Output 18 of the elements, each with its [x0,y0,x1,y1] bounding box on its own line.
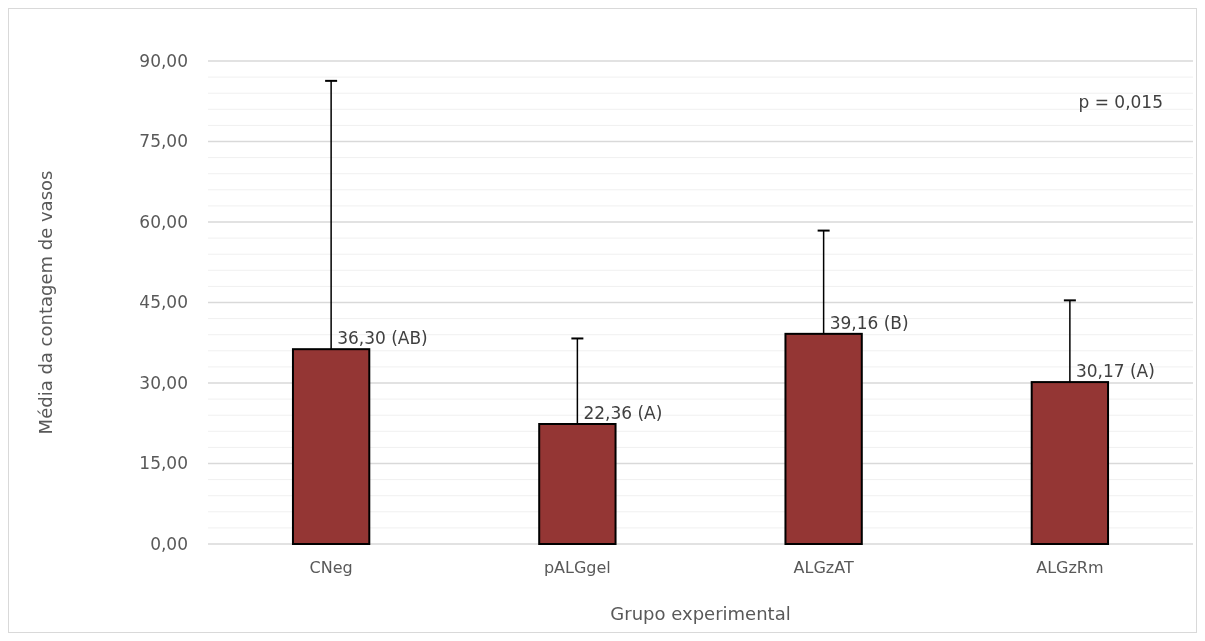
y-tick-label: 90,00 [139,50,188,71]
y-tick-label: 30,00 [139,372,188,393]
y-tick-label: 45,00 [139,292,188,313]
data-label: 22,36 (A) [583,403,663,423]
data-label: 36,30 (AB) [337,328,428,349]
y-tick-label: 0,00 [150,533,188,554]
y-tick-label: 75,00 [139,131,188,152]
data-label: 39,16 (B) [829,312,909,333]
annotation: p = 0,015 [1078,92,1163,112]
y-tick-label: 60,00 [139,211,188,232]
y-tick-label: 15,00 [139,453,188,474]
y-axis-title: Média da contagem de vasos [35,170,56,435]
x-tick-label: ALGzRm [1036,558,1104,577]
x-tick-label: pALGgel [543,558,611,577]
x-axis-title: Grupo experimental [610,603,791,624]
x-tick-label: ALGzAT [793,558,854,577]
data-label: 30,17 (A) [1075,361,1155,382]
x-tick-label: CNeg [309,558,353,577]
